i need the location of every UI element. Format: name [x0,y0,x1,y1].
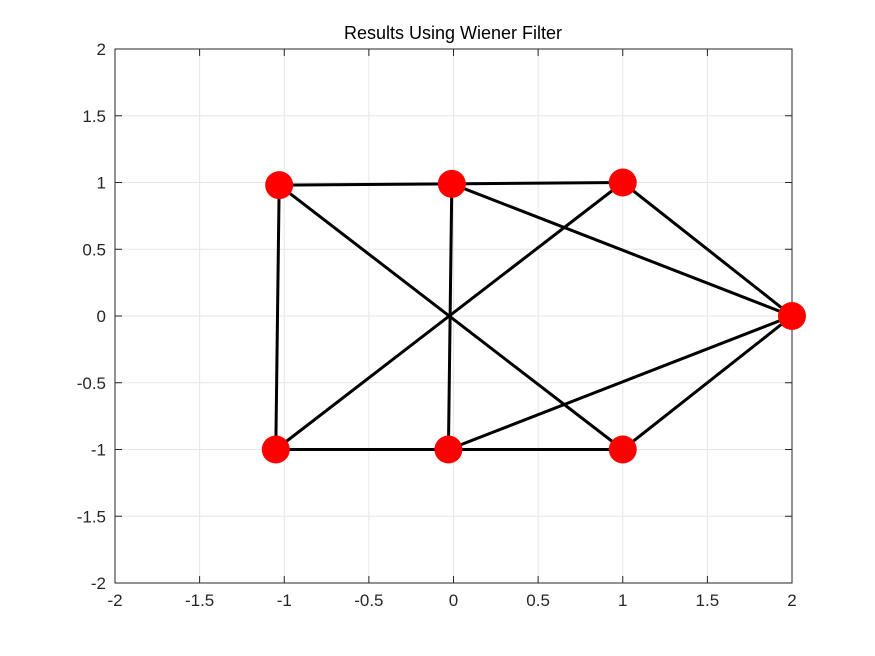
x-tick-label-3: -0.5 [354,591,383,610]
x-axis: -2 -1.5 -1 -0.5 0 0.5 1 1.5 2 [107,49,797,610]
x-tick-label-5: 0.5 [526,591,550,610]
y-tick-label-8: 2 [97,40,106,59]
y-axis: -2 -1.5 -1 -0.5 0 0.5 1 1.5 2 [77,40,792,593]
node-point-0 [265,171,294,200]
node-point-1 [437,169,466,198]
node-point-2 [608,168,637,197]
y-tick-label-1: -1.5 [77,507,106,526]
x-tick-label-6: 1 [618,591,627,610]
nodes [261,168,806,464]
x-tick-label-7: 1.5 [696,591,720,610]
y-tick-label-4: 0 [97,307,106,326]
edge-line-11 [621,314,794,451]
y-tick-label-0: -2 [91,574,106,593]
y-tick-label-5: 0.5 [82,240,106,259]
node-point-6 [608,435,637,464]
edge-line-2 [274,183,281,451]
y-tick-label-7: 1.5 [82,107,106,126]
x-tick-label-8: 2 [787,591,796,610]
y-tick-label-3: -0.5 [77,374,106,393]
edge-line-9 [621,181,794,318]
edge-line-1 [450,181,625,186]
node-point-3 [778,302,806,330]
edge-line-8 [450,182,794,318]
x-tick-label-2: -1 [277,591,292,610]
x-tick-label-1: -1.5 [185,591,214,610]
y-tick-label-6: 1 [97,174,106,193]
edges [274,181,794,451]
chart-title: Results Using Wiener Filter [344,23,562,43]
node-point-5 [434,435,463,464]
edge-line-10 [446,314,794,451]
edge-line-0 [277,182,454,187]
node-point-4 [261,435,290,464]
y-tick-label-2: -1 [91,441,106,460]
grid [114,48,793,584]
x-tick-label-0: -2 [107,591,122,610]
x-tick-label-4: 0 [449,591,458,610]
